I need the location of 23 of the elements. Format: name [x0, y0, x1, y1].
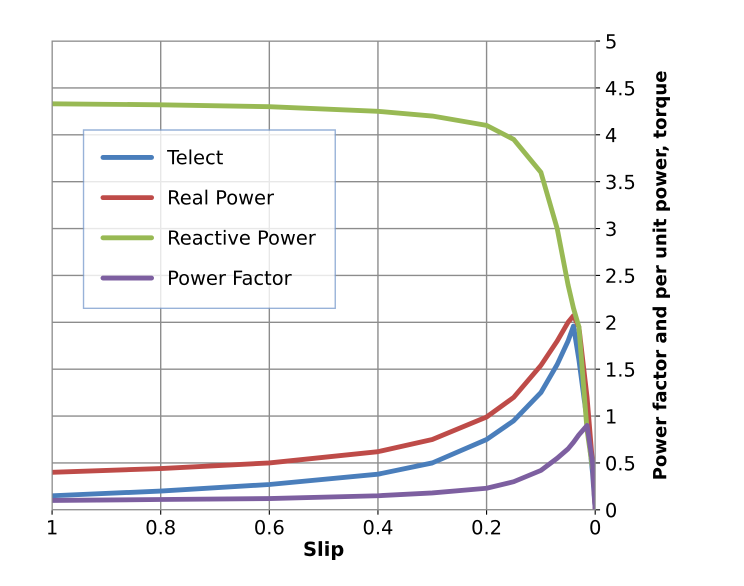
x-tick-label: 0.4	[364, 520, 392, 535]
y-tick-label: 5	[606, 34, 616, 49]
x-tick-label: 0.6	[255, 520, 284, 535]
x-tick-label: 1	[48, 520, 56, 534]
x-tick-label: 0.2	[472, 520, 500, 535]
y-tick-label: 1	[607, 409, 616, 424]
legend-label: Telect	[167, 149, 223, 164]
legend-label: Reactive Power	[169, 230, 316, 245]
y-tick-label: 0	[606, 502, 616, 518]
y-tick-label: 2	[606, 315, 616, 330]
y-axis-title: Power factor and per unit power, torque	[652, 71, 670, 479]
y-tick-label: 3.5	[606, 174, 634, 190]
y-tick-label: 3	[606, 221, 616, 236]
legend-label: Power Factor	[169, 270, 292, 286]
y-tick-label: 4	[606, 128, 616, 142]
y-tick-label: 1.5	[607, 362, 634, 377]
y-tick-label: 4.5	[606, 81, 634, 96]
legend-label: Real Power	[169, 190, 274, 205]
y-tick-label: 0.5	[606, 456, 634, 471]
x-tick-label: 0.8	[146, 520, 175, 535]
x-tick-label: 0	[590, 520, 600, 535]
x-axis-title: Slip	[304, 541, 344, 560]
y-tick-label: 2.5	[606, 268, 634, 284]
